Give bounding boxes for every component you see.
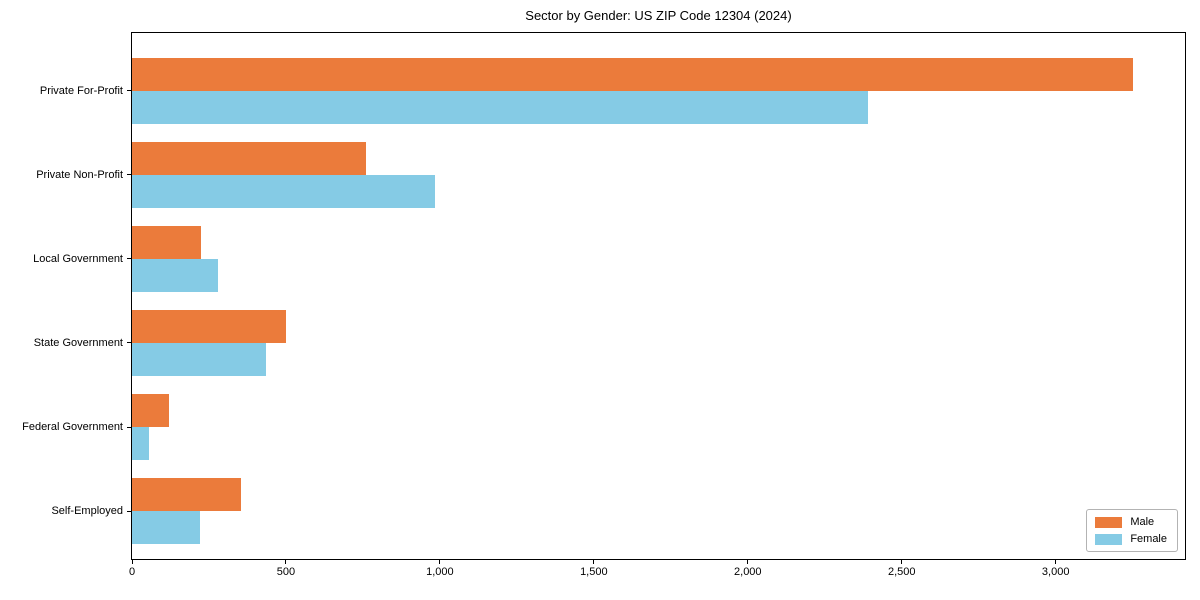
bar-male-self-employed (132, 478, 242, 512)
x-tick-label-500: 500 (276, 566, 296, 578)
bar-male-federal-government (132, 394, 169, 428)
legend-label-female: Female (1130, 533, 1167, 545)
bar-female-local-government (132, 258, 219, 292)
x-tick-mark (132, 559, 133, 564)
legend-swatch-male (1095, 516, 1123, 528)
bar-female-federal-government (132, 427, 149, 461)
legend-label-male: Male (1130, 516, 1155, 528)
y-tick-mark (127, 90, 132, 91)
x-tick-mark (285, 559, 287, 564)
x-tick-label-1500: 1,500 (580, 566, 608, 578)
bar-male-state-government (132, 309, 286, 343)
y-tick-label-self-employed: Self-Employed (51, 505, 123, 518)
x-tick-mark (593, 559, 595, 564)
chart-title: Sector by Gender: US ZIP Code 12304 (202… (525, 8, 792, 23)
y-tick-mark (127, 342, 132, 344)
x-tick-label-0: 0 (128, 566, 136, 578)
y-tick-label-state-government: State Government (33, 336, 123, 349)
x-tick-label-2500: 2,500 (887, 566, 916, 578)
y-tick-label-federal-government: Federal Government (22, 421, 123, 434)
legend-item-male: Male (1095, 516, 1167, 528)
x-tick-mark (747, 559, 749, 564)
x-tick-label-3000: 3,000 (1041, 566, 1070, 578)
legend-swatch-female (1095, 533, 1123, 545)
y-tick-label-local-government: Local Government (33, 252, 123, 265)
x-tick-mark (901, 559, 903, 564)
bar-female-self-employed (132, 511, 200, 545)
bar-male-private-non-profit (132, 141, 366, 175)
x-tick-label-2000: 2,000 (734, 566, 762, 578)
y-tick-label-private-non-profit: Private Non-Profit (36, 168, 123, 181)
y-tick-mark (127, 258, 132, 260)
bar-female-private-for-profit (132, 90, 868, 124)
bar-female-state-government (132, 342, 266, 376)
plot-area: Male Female Private For-Profit Private No… (22, 32, 1186, 578)
bar-male-private-for-profit (132, 57, 1133, 91)
y-tick-mark (127, 426, 132, 428)
bar-female-private-non-profit (132, 174, 436, 208)
x-tick-mark (1055, 559, 1057, 564)
legend: Male Female (1086, 509, 1178, 552)
bar-male-local-government (132, 225, 202, 259)
legend-item-female: Female (1095, 533, 1167, 545)
x-tick-label-1000: 1,000 (426, 566, 454, 578)
y-tick-mark (127, 510, 132, 512)
x-tick-mark (439, 559, 441, 564)
y-tick-mark (127, 174, 132, 176)
y-tick-label-private-for-profit: Private For-Profit (39, 84, 123, 97)
